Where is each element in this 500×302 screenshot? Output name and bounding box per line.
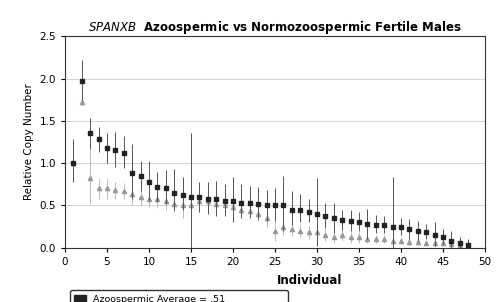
- Text: Individual: Individual: [278, 274, 342, 288]
- Title: $\it{SPANXB}$  Azoospermic vs Normozoospermic Fertile Males: $\it{SPANXB}$ Azoospermic vs Normozoospe…: [88, 19, 462, 36]
- Y-axis label: Relative Copy Number: Relative Copy Number: [24, 83, 34, 201]
- Legend: Azoospermic Average = .51, Normozoospermic Fertile Average = .43: Azoospermic Average = .51, Normozoosperm…: [70, 291, 288, 302]
